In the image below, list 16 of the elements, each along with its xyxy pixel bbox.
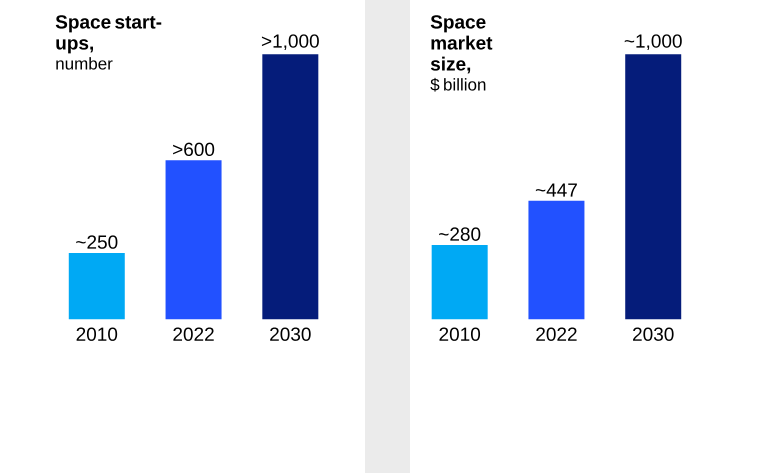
x-tick-label: 2022 bbox=[173, 327, 214, 341]
x-tick-label: 2030 bbox=[633, 327, 674, 341]
text: $ billion bbox=[430, 78, 486, 92]
data-label: >1,000 bbox=[262, 34, 319, 50]
data-label: >600 bbox=[173, 142, 214, 156]
chart-subtitle: number bbox=[56, 57, 113, 70]
x-tick-label: 2030 bbox=[270, 327, 311, 341]
x-tick-label: 2010 bbox=[440, 327, 480, 341]
data-label: ~1,000 bbox=[624, 34, 682, 50]
x-tick-label: 2022 bbox=[536, 327, 577, 341]
chart-title: Space start-ups, bbox=[56, 15, 162, 54]
chart-title: Space market size, bbox=[430, 15, 492, 74]
data-label: ~447 bbox=[536, 184, 577, 197]
data-label: ~250 bbox=[76, 235, 118, 249]
x-tick-label: 2010 bbox=[76, 327, 118, 341]
data-label: ~280 bbox=[439, 227, 480, 241]
